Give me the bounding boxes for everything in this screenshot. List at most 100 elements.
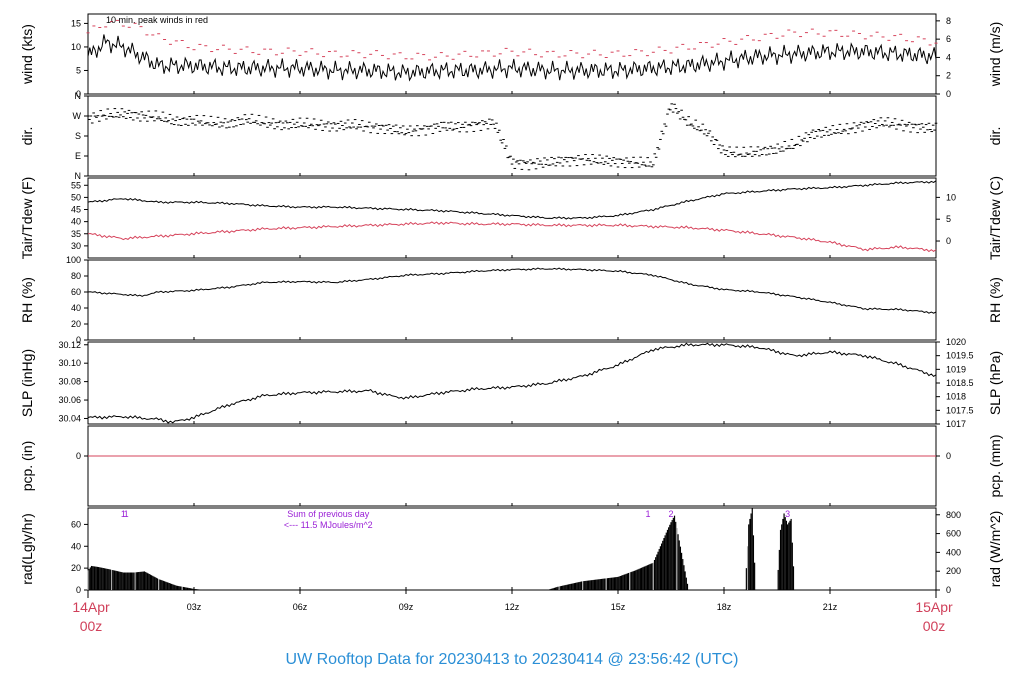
y2-tick-label: 1018 [946, 392, 966, 402]
x-tick-label: 03z [187, 602, 202, 612]
slp-line [87, 342, 937, 424]
x-tick-label: 09z [399, 602, 414, 612]
y-tick-label: 45 [71, 205, 81, 215]
y-tick-label: 55 [71, 180, 81, 190]
chart-title: UW Rooftop Data for 20230413 to 20230414… [286, 651, 739, 668]
y-tick-label: 35 [71, 229, 81, 239]
radiation-sum-note: Sum of previous day [287, 509, 370, 519]
panel-frame [87, 507, 937, 591]
y2-tick-label: 1017.5 [946, 405, 974, 415]
y-tick-label: 40 [71, 541, 81, 551]
panel-wind: 0 5 10 15 0 2 4 6 8 wind (kts) wind (m/s) 10 min. p… [19, 13, 1003, 99]
panel-slp: 30.04 30.06 30.08 30.10 30.12 1017 1017.5 1018 1… [19, 337, 1003, 429]
y2-tick-label: 2 [946, 71, 951, 81]
y2-axis-label: RH (%) [987, 277, 1003, 323]
y2-axis-label: pcp. (mm) [987, 435, 1003, 498]
y-tick-label: 100 [66, 255, 81, 265]
radiation-flag: 3 [785, 509, 790, 519]
y2-tick-label: 10 [946, 192, 956, 202]
y-tick-label: S [75, 131, 81, 141]
y-tick-label: W [73, 111, 82, 121]
y-tick-label: N [75, 171, 82, 181]
y-axis-label: pcp. (in) [19, 441, 35, 492]
rh-line [87, 267, 937, 314]
y-tick-label: E [75, 151, 81, 161]
y2-tick-label: 6 [946, 34, 951, 44]
x-tick-label: 06z [293, 602, 308, 612]
peak-wind-note: 10 min. peak winds in red [106, 15, 208, 25]
y-tick-label: 60 [71, 287, 81, 297]
time-axis: 03z 06z 09z 12z 15z 18z 21z 14Apr 00z 15Apr 00z [72, 590, 953, 634]
y2-tick-label: 8 [946, 16, 951, 26]
y2-tick-label: 4 [946, 52, 951, 62]
y2-tick-label: 200 [946, 566, 961, 576]
y-tick-label: 15 [71, 18, 81, 28]
x-tick-label: 21z [823, 602, 838, 612]
y-tick-label: 30 [71, 241, 81, 251]
y-axis-label: wind (kts) [19, 24, 35, 85]
x-tick-label: 15z [611, 602, 626, 612]
panel-frame [87, 13, 937, 95]
y-tick-label: 20 [71, 319, 81, 329]
radiation-sum-value: <--- 11.5 MJoules/m^2 [284, 520, 373, 530]
y-tick-label: 50 [71, 192, 81, 202]
y2-axis-label: dir. [987, 127, 1003, 146]
y2-tick-label: 1019.5 [946, 351, 974, 361]
y2-axis-label: SLP (hPa) [987, 351, 1003, 415]
dewpoint-line [87, 221, 937, 253]
y2-tick-label: 1019 [946, 364, 966, 374]
y-tick-label: 60 [71, 519, 81, 529]
radiation-flag: 1 [121, 509, 126, 519]
y2-tick-label: 1017 [946, 419, 966, 429]
peak-wind-marks [86, 19, 938, 61]
panel-temp: 30 35 40 45 50 55 0 5 10 Tair/Tdew (F) Tair/Tdew (… [19, 176, 1003, 260]
y2-tick-label: 5 [946, 214, 951, 224]
radiation-bars [87, 508, 795, 590]
y2-tick-label: 1020 [946, 337, 966, 347]
y-tick-label: 30.06 [58, 395, 81, 405]
y-tick-label: 20 [71, 563, 81, 573]
y-axis-label: dir. [19, 127, 35, 146]
y2-axis-label: wind (m/s) [987, 22, 1003, 88]
y-axis-label: Tair/Tdew (F) [19, 177, 35, 259]
y-tick-label: 30.12 [58, 340, 81, 350]
y-tick-label: 5 [76, 65, 81, 75]
panel-rh: 0 20 40 60 80 100 RH (%) RH (%) [19, 255, 1003, 345]
y-tick-label: 0 [76, 451, 81, 461]
start-time-label: 00z [80, 618, 103, 634]
end-date-label: 15Apr [915, 599, 953, 615]
air-temp-line [87, 180, 937, 220]
y-tick-label: 40 [71, 217, 81, 227]
panel-pcp: 0 0 pcp. (in) pcp. (mm) [19, 425, 1003, 507]
direction-marks [86, 103, 938, 171]
y2-axis-label: Tair/Tdew (C) [987, 176, 1003, 260]
x-tick-label: 12z [505, 602, 520, 612]
y-tick-label: N [75, 91, 82, 101]
y-axis-label: rad(Lgly/hr) [19, 513, 35, 585]
y-tick-label: 30.10 [58, 358, 81, 368]
radiation-flag: 1 [124, 509, 129, 519]
y-tick-label: 0 [76, 335, 81, 345]
y2-tick-label: 0 [946, 89, 951, 99]
y-tick-label: 30.08 [58, 377, 81, 387]
y-tick-label: 0 [76, 89, 81, 99]
y-axis-label: SLP (inHg) [19, 349, 35, 417]
y2-tick-label: 0 [946, 451, 951, 461]
y-axis-label: RH (%) [19, 277, 35, 323]
wind-speed-line [87, 34, 937, 82]
y2-tick-label: 0 [946, 585, 951, 595]
y2-tick-label: 1018.5 [946, 378, 974, 388]
panel-frame [87, 177, 937, 259]
y2-tick-label: 0 [946, 236, 951, 246]
panel-frame [87, 259, 937, 341]
y-tick-label: 40 [71, 303, 81, 313]
y2-axis-label: rad (W/m^2) [987, 511, 1003, 588]
x-tick-label: 18z [717, 602, 732, 612]
panel-frame [87, 425, 937, 507]
y-tick-label: 30.04 [58, 413, 81, 423]
y-tick-label: 80 [71, 271, 81, 281]
